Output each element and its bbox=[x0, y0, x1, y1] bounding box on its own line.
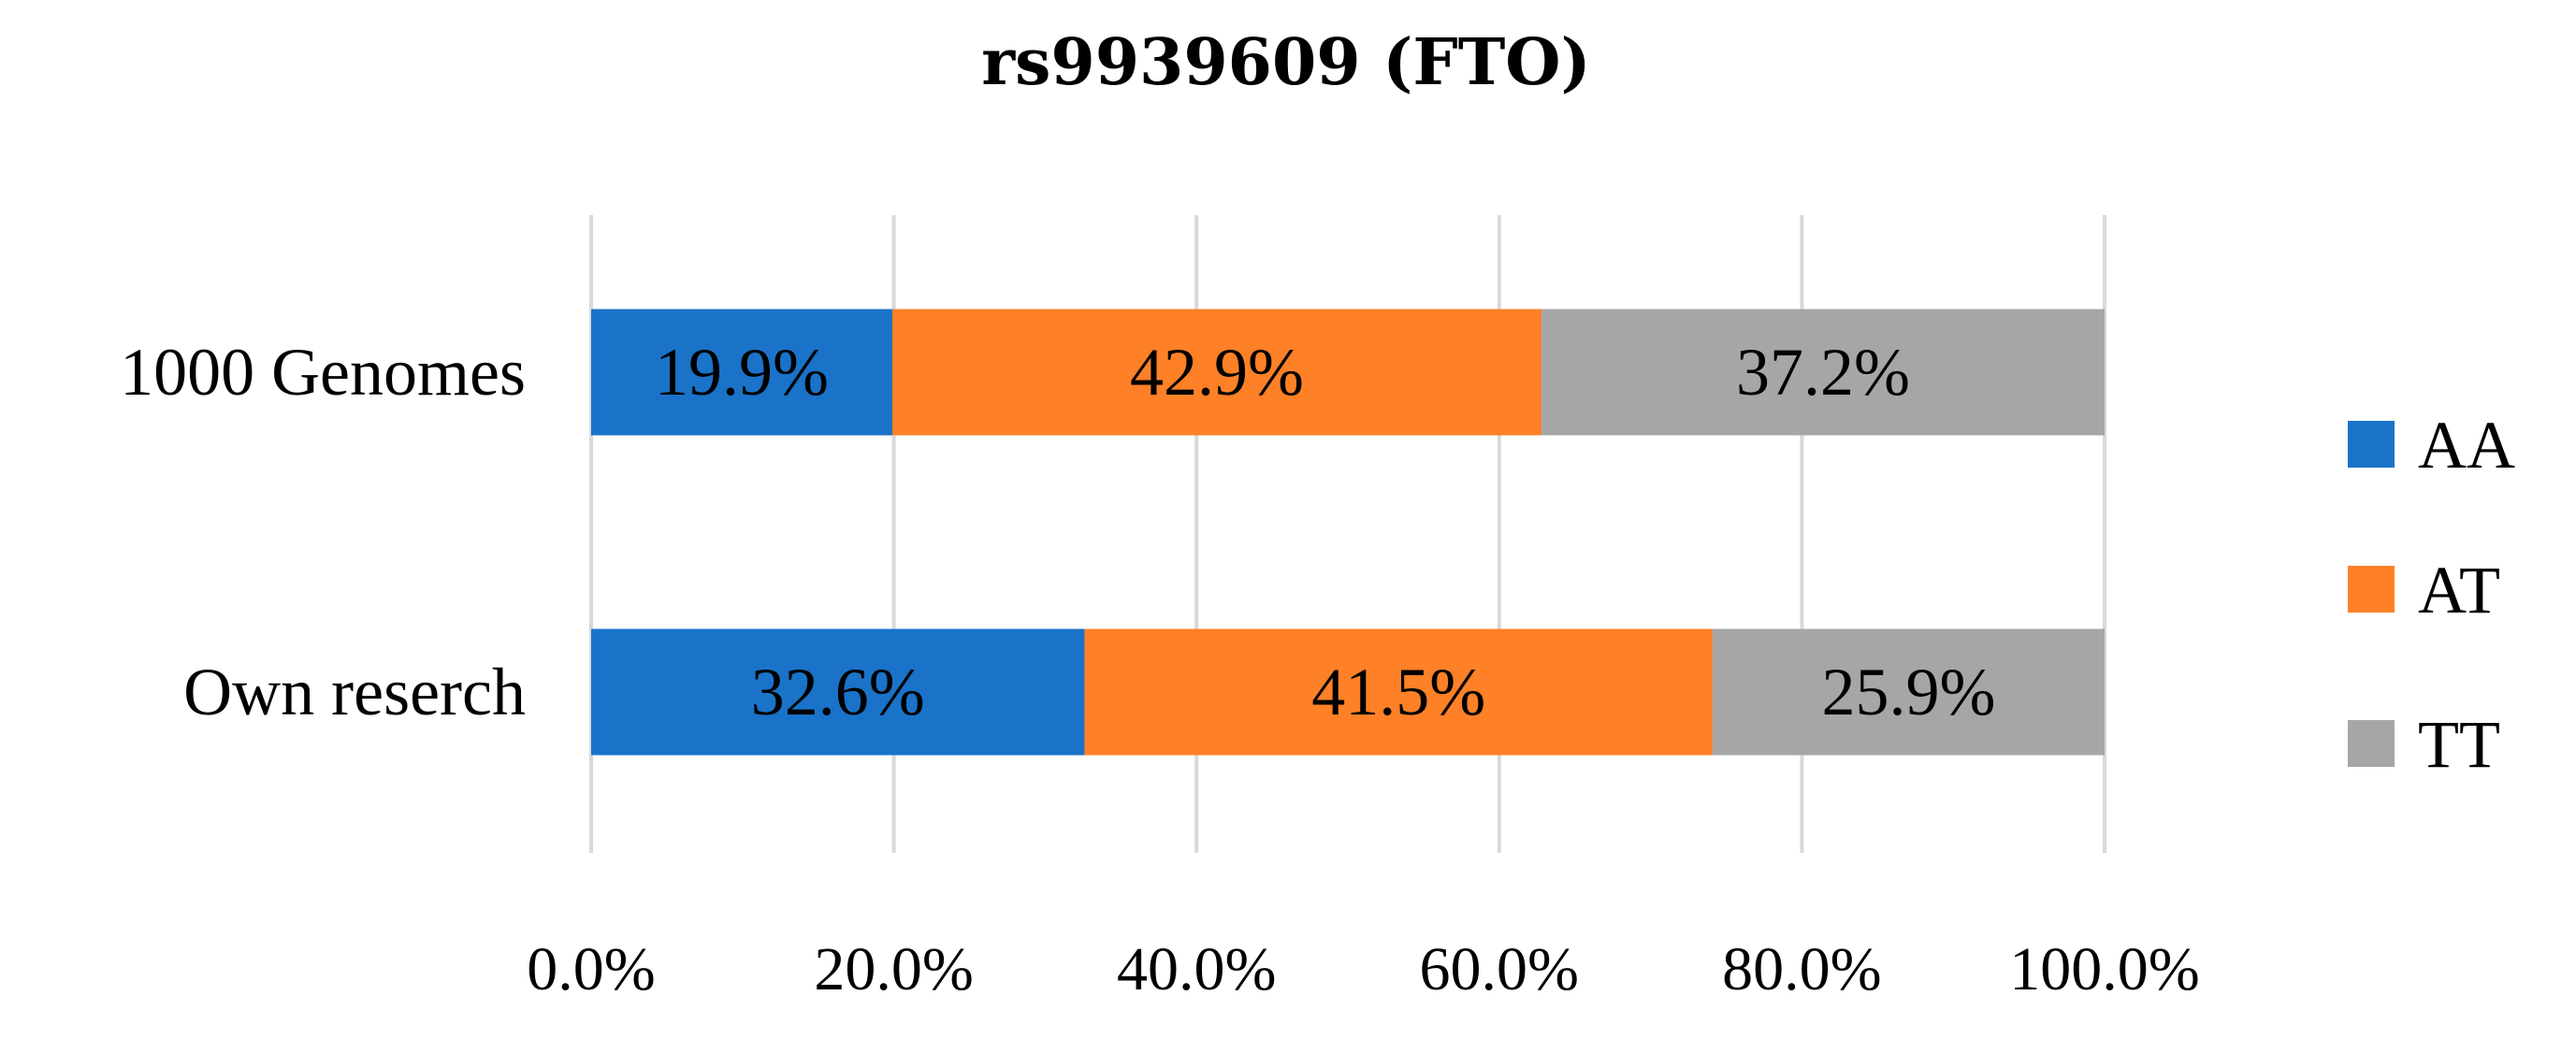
legend-label: TT bbox=[2418, 707, 2500, 782]
data-labels: 19.9% 42.9% 37.2% 32.6% 41.5% 25.9% bbox=[655, 335, 1995, 729]
data-label: 41.5% bbox=[1311, 655, 1485, 729]
x-tick-label: 80.0% bbox=[1722, 935, 1881, 1003]
legend-swatch-at bbox=[2348, 566, 2395, 613]
x-tick-label: 0.0% bbox=[527, 935, 655, 1003]
bar-segment-aa bbox=[591, 309, 892, 436]
bar-segment-at bbox=[1084, 628, 1713, 756]
bar-segment-at bbox=[891, 309, 1542, 436]
category-label: Own reserch bbox=[183, 655, 526, 729]
x-tick-label: 40.0% bbox=[1117, 935, 1276, 1003]
legend-swatch-aa bbox=[2348, 421, 2395, 468]
data-label: 25.9% bbox=[1821, 655, 1995, 729]
chart-title: rs9939609 (FTO) bbox=[981, 25, 1590, 100]
bar-segment-tt bbox=[1541, 309, 2105, 436]
data-label: 19.9% bbox=[655, 335, 829, 410]
bars bbox=[591, 309, 2105, 756]
x-tick-label: 100.0% bbox=[2009, 935, 2199, 1003]
category-axis-labels: 1000 Genomes Own reserch bbox=[120, 335, 526, 729]
legend-swatch-tt bbox=[2348, 720, 2395, 767]
category-label: 1000 Genomes bbox=[120, 335, 526, 410]
data-label: 42.9% bbox=[1130, 335, 1304, 410]
data-label: 32.6% bbox=[751, 655, 925, 729]
legend-label: AA bbox=[2418, 408, 2515, 483]
legend: AA AT TT bbox=[2348, 408, 2515, 782]
legend-label: AT bbox=[2418, 553, 2500, 628]
x-tick-label: 60.0% bbox=[1420, 935, 1579, 1003]
bar-segment-tt bbox=[1712, 628, 2105, 756]
data-label: 37.2% bbox=[1736, 335, 1910, 410]
bar-segment-aa bbox=[591, 628, 1085, 756]
x-tick-label: 20.0% bbox=[814, 935, 973, 1003]
x-axis-tick-labels: 0.0% 20.0% 40.0% 60.0% 80.0% 100.0% bbox=[527, 935, 2199, 1003]
